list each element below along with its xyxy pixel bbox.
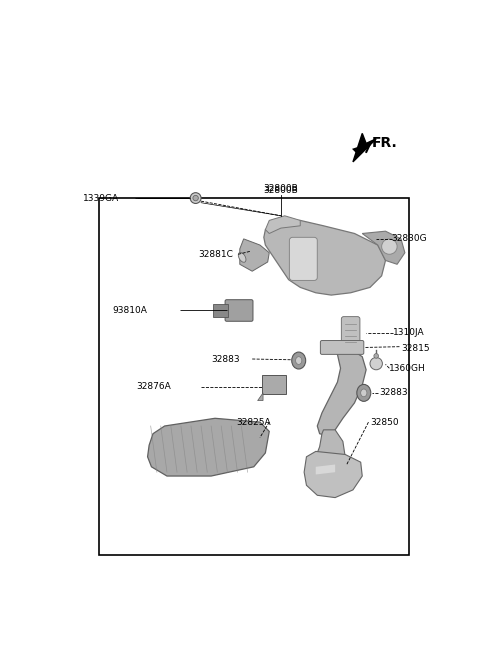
FancyBboxPatch shape	[341, 317, 360, 349]
Ellipse shape	[193, 195, 198, 201]
Text: 1339GA: 1339GA	[83, 194, 120, 203]
FancyBboxPatch shape	[225, 300, 253, 321]
Ellipse shape	[357, 384, 371, 401]
Polygon shape	[317, 345, 366, 436]
FancyBboxPatch shape	[214, 304, 228, 317]
Polygon shape	[264, 220, 385, 295]
Circle shape	[370, 358, 383, 370]
Text: 1310JA: 1310JA	[393, 328, 425, 337]
Polygon shape	[258, 393, 263, 401]
Text: FR.: FR.	[372, 136, 397, 150]
Text: 32800B: 32800B	[264, 186, 298, 195]
Text: 32876A: 32876A	[136, 382, 171, 391]
Ellipse shape	[296, 357, 302, 364]
Circle shape	[374, 354, 379, 358]
Text: 32830G: 32830G	[392, 234, 427, 243]
Bar	[99, 198, 409, 554]
Text: 32825A: 32825A	[237, 418, 271, 426]
Text: 32800B: 32800B	[264, 184, 298, 194]
Text: 32881C: 32881C	[198, 250, 233, 258]
Polygon shape	[265, 216, 300, 234]
Circle shape	[382, 239, 397, 255]
FancyBboxPatch shape	[321, 340, 364, 354]
Text: 32815: 32815	[401, 344, 430, 354]
Text: 1360GH: 1360GH	[389, 363, 426, 373]
Ellipse shape	[360, 389, 367, 397]
Ellipse shape	[292, 352, 306, 369]
Ellipse shape	[238, 253, 246, 262]
FancyBboxPatch shape	[262, 375, 286, 394]
Polygon shape	[362, 231, 405, 264]
FancyBboxPatch shape	[289, 237, 317, 281]
Polygon shape	[240, 239, 269, 271]
Polygon shape	[304, 451, 362, 498]
Text: 32883: 32883	[379, 388, 408, 398]
Text: 93810A: 93810A	[113, 306, 147, 315]
Ellipse shape	[190, 193, 201, 203]
Polygon shape	[312, 430, 345, 487]
Text: 32883: 32883	[211, 354, 240, 363]
Polygon shape	[316, 464, 335, 474]
Polygon shape	[353, 133, 376, 162]
Text: 32850: 32850	[370, 418, 398, 426]
Polygon shape	[147, 419, 269, 476]
